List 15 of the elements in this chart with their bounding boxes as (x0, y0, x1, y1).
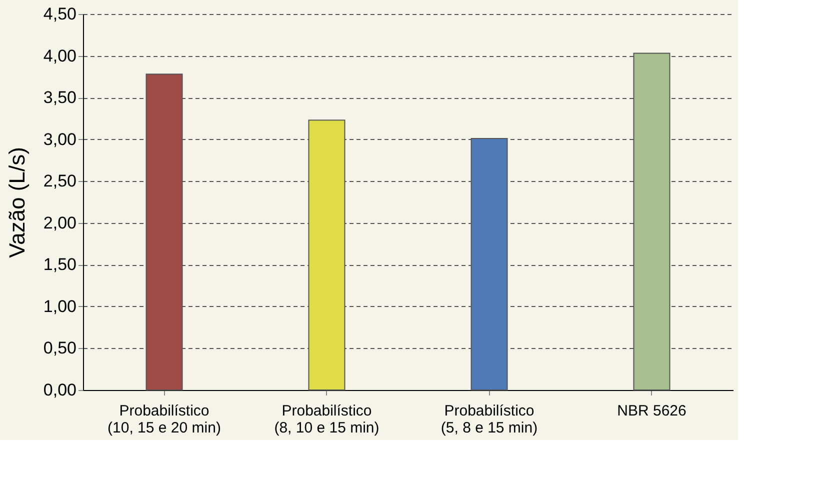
y-tick-label: 0,00 (43, 380, 76, 400)
y-tick-label: 4,00 (43, 46, 76, 66)
y-tick-label: 1,00 (43, 296, 76, 316)
x-tick-label: Probabilístico (10, 15 e 20 min) (108, 402, 221, 436)
x-tick-label: Probabilístico (8, 10 e 15 min) (274, 402, 380, 436)
y-axis-title: Vazão (L/s) (4, 147, 30, 258)
y-tick-label: 3,00 (43, 130, 76, 149)
y-tick-label: 3,50 (43, 88, 76, 108)
y-tick-label: 2,00 (43, 213, 76, 232)
y-tick-label: 0,50 (43, 338, 76, 358)
x-tick-label: Probabilístico (5, 8 e 15 min) (440, 402, 538, 436)
y-tick-label: 4,50 (43, 4, 76, 24)
x-tick-label: NBR 5626 (617, 402, 686, 420)
y-tick-label: 2,50 (43, 172, 76, 191)
y-tick-label: 1,50 (43, 255, 76, 274)
